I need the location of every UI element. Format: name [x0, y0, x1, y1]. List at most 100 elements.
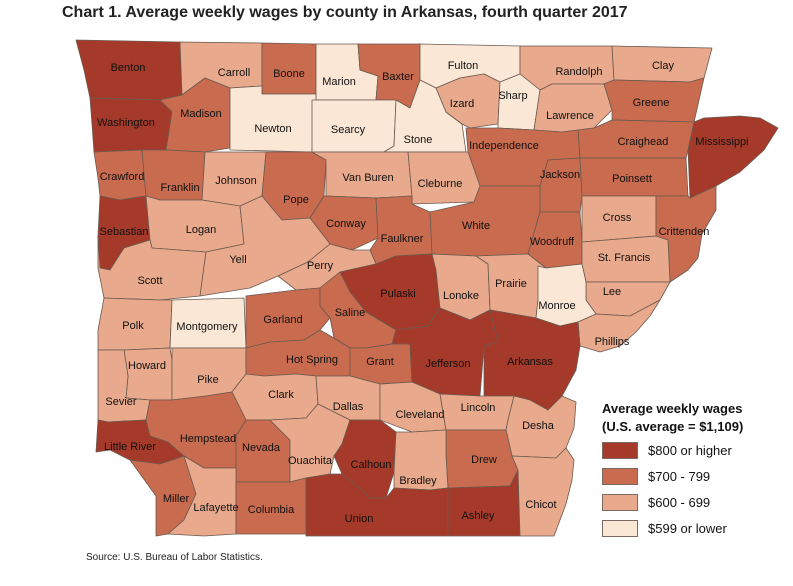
county-jackson [539, 157, 583, 213]
county-label-saline: Saline [335, 307, 366, 319]
county-label-grant: Grant [366, 356, 394, 368]
county-label-garland: Garland [263, 314, 302, 326]
county-label-pulaski: Pulaski [380, 288, 415, 300]
county-union [305, 473, 449, 537]
county-label-arkansas: Arkansas [507, 356, 553, 368]
legend-title: Average weekly wages (U.S. average = $1,… [602, 400, 743, 436]
county-label-cleburne: Cleburne [418, 178, 463, 190]
county-label-hempstead: Hempstead [180, 433, 236, 445]
county-faulkner [369, 195, 433, 265]
legend-label: $800 or higher [648, 442, 732, 458]
legend-title-line2: (U.S. average = $1,109) [602, 419, 744, 434]
legend-label: $599 or lower [648, 520, 727, 536]
county-label-sevier: Sevier [105, 396, 137, 408]
county-howard [123, 347, 173, 401]
county-label-fulton: Fulton [448, 60, 479, 72]
county-label-marion: Marion [322, 76, 356, 88]
county-label-pike: Pike [197, 374, 218, 386]
county-chicot [511, 447, 575, 537]
county-label-st-francis: St. Francis [598, 252, 651, 264]
chart-title: Chart 1. Average weekly wages by county … [62, 4, 628, 21]
county-label-craighead: Craighead [618, 136, 669, 148]
county-label-polk: Polk [122, 320, 144, 332]
county-label-boone: Boone [273, 68, 305, 80]
legend-swatch [602, 467, 638, 485]
county-label-howard: Howard [128, 360, 166, 372]
county-label-cross: Cross [603, 212, 632, 224]
county-label-pope: Pope [283, 194, 309, 206]
county-label-carroll: Carroll [218, 67, 250, 79]
county-label-prairie: Prairie [495, 278, 527, 290]
county-label-izard: Izard [450, 98, 474, 110]
county-mississippi [687, 115, 779, 199]
county-label-poinsett: Poinsett [612, 173, 652, 185]
county-label-dallas: Dallas [333, 401, 364, 413]
legend-item: $599 or lower [602, 516, 743, 540]
county-label-baxter: Baxter [382, 71, 414, 83]
county-label-nevada: Nevada [242, 442, 281, 454]
legend-items: $800 or higher $700 - 799 $600 - 699 $599 o… [602, 438, 743, 540]
county-label-desha: Desha [522, 420, 555, 432]
county-lee [585, 281, 671, 317]
county-label-van-buren: Van Buren [342, 172, 393, 184]
county-lafayette [167, 455, 237, 537]
county-label-washington: Washington [97, 117, 155, 129]
legend-item: $700 - 799 [602, 464, 743, 488]
source-note: Source: U.S. Bureau of Labor Statistics. [86, 552, 263, 563]
legend-swatch [602, 519, 638, 537]
legend-swatch [602, 493, 638, 511]
county-label-greene: Greene [633, 97, 670, 109]
legend-label: $600 - 699 [648, 494, 711, 510]
county-label-ouachita: Ouachita [288, 455, 333, 467]
legend-label: $700 - 799 [648, 468, 711, 484]
county-label-lafayette: Lafayette [193, 502, 238, 514]
county-newton [229, 85, 317, 153]
county-label-sharp: Sharp [498, 90, 527, 102]
county-label-columbia: Columbia [248, 504, 295, 516]
county-label-lee: Lee [603, 286, 621, 298]
county-label-johnson: Johnson [215, 175, 257, 187]
county-label-miller: Miller [163, 493, 190, 505]
county-label-drew: Drew [471, 454, 497, 466]
county-label-hot-spring: Hot Spring [286, 354, 338, 366]
legend-item: $600 - 699 [602, 490, 743, 514]
county-label-phillips: Phillips [595, 336, 630, 348]
county-label-franklin: Franklin [160, 182, 199, 194]
county-label-madison: Madison [180, 108, 222, 120]
county-label-sebastian: Sebastian [100, 226, 149, 238]
county-label-yell: Yell [229, 254, 246, 266]
county-label-jefferson: Jefferson [425, 358, 470, 370]
county-label-stone: Stone [404, 134, 433, 146]
county-label-independence: Independence [469, 140, 539, 152]
county-yell [199, 195, 331, 297]
county-label-faulkner: Faulkner [381, 233, 424, 245]
county-label-ashley: Ashley [461, 510, 495, 522]
county-label-randolph: Randolph [555, 66, 602, 78]
county-label-clay: Clay [652, 60, 675, 72]
county-label-logan: Logan [186, 224, 217, 236]
county-label-crawford: Crawford [100, 171, 145, 183]
county-label-searcy: Searcy [331, 124, 366, 136]
county-label-cleveland: Cleveland [396, 409, 445, 421]
county-desha [505, 395, 577, 459]
county-greene [603, 77, 705, 123]
county-label-lawrence: Lawrence [546, 110, 594, 122]
county-label-lincoln: Lincoln [461, 402, 496, 414]
county-label-clark: Clark [268, 389, 294, 401]
county-label-newton: Newton [254, 123, 291, 135]
county-label-bradley: Bradley [399, 475, 437, 487]
county-label-white: White [462, 220, 490, 232]
legend-swatch [602, 441, 638, 459]
county-label-woodruff: Woodruff [530, 236, 575, 248]
county-label-benton: Benton [111, 62, 146, 74]
county-label-chicot: Chicot [525, 499, 556, 511]
legend-item: $800 or higher [602, 438, 743, 462]
county-label-little-river: Little River [104, 441, 156, 453]
legend-title-line1: Average weekly wages [602, 401, 743, 416]
county-label-union: Union [345, 513, 374, 525]
county-label-calhoun: Calhoun [351, 459, 392, 471]
county-label-monroe: Monroe [538, 300, 575, 312]
county-label-conway: Conway [326, 218, 366, 230]
county-label-scott: Scott [137, 275, 162, 287]
